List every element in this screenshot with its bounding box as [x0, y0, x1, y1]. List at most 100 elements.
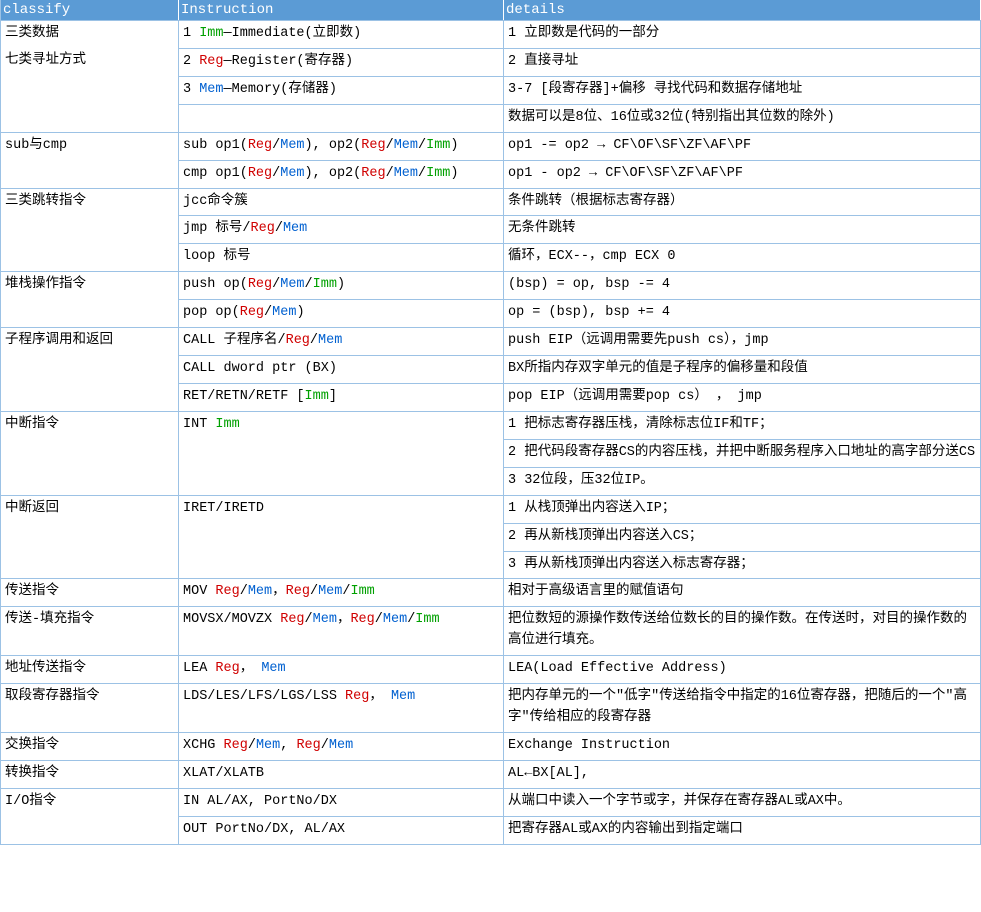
reg-token: Reg: [251, 221, 275, 236]
table-row: 中断指令 INT Imm 1 把标志寄存器压栈，清除标志位IF和TF；: [1, 411, 981, 439]
text-frag: MOV: [183, 584, 215, 599]
details-cell: 1 从栈顶弹出内容送入IP；: [504, 495, 981, 523]
instr-cell: XLAT/XLATB: [179, 760, 504, 788]
instr-cell: loop 标号: [179, 244, 504, 272]
table-row: 交换指令 XCHG Reg/Mem, Reg/Mem Exchange Inst…: [1, 732, 981, 760]
classify-cell: [1, 76, 179, 104]
desc-label: —Memory(存储器): [224, 82, 337, 97]
classify-cell: 转换指令: [1, 760, 179, 788]
text-frag: cmp op1(: [183, 166, 248, 181]
classify-cell: 三类跳转指令: [1, 188, 179, 272]
classify-cell: 交换指令: [1, 732, 179, 760]
slash: /: [321, 738, 329, 753]
mem-token: Mem: [329, 738, 353, 753]
table-row: 取段寄存器指令 LDS/LES/LFS/LGS/LSS Reg， Mem 把内存…: [1, 684, 981, 733]
details-cell: pop EIP（远调用需要pop cs） ， jmp: [504, 383, 981, 411]
classify-cell: sub与cmp: [1, 132, 179, 188]
imm-token: Imm: [350, 584, 374, 599]
details-cell: 条件跳转（根据标志寄存器）: [504, 188, 981, 216]
mem-token: Mem: [199, 82, 223, 97]
text-frag: sub op1(: [183, 138, 248, 153]
mem-token: Mem: [313, 612, 337, 627]
reg-token: Reg: [286, 584, 310, 599]
instr-cell: MOVSX/MOVZX Reg/Mem，Reg/Mem/Imm: [179, 607, 504, 656]
instr-cell: OUT PortNo/DX, AL/AX: [179, 816, 504, 844]
table-row: I/O指令 IN AL/AX, PortNo/DX 从端口中读入一个字节或字，并…: [1, 788, 981, 816]
text-frag: pop op(: [183, 305, 240, 320]
header-details: details: [504, 0, 981, 21]
imm-token: Imm: [199, 26, 223, 41]
text-frag: push op(: [183, 277, 248, 292]
mem-token: Mem: [391, 689, 415, 704]
mem-token: Mem: [283, 221, 307, 236]
header-classify: classify: [1, 0, 179, 21]
desc-label: —Immediate(立即数): [224, 26, 362, 41]
instr-cell: XCHG Reg/Mem, Reg/Mem: [179, 732, 504, 760]
instr-cell: sub op1(Reg/Mem), op2(Reg/Mem/Imm): [179, 132, 504, 160]
reg-token: Reg: [215, 661, 239, 676]
classify-cell: 传送指令: [1, 579, 179, 607]
reg-token: Reg: [350, 612, 374, 627]
instr-cell: RET/RETN/RETF [Imm]: [179, 383, 504, 411]
table-row: 3 Mem—Memory(存储器) 3-7 [段寄存器]+偏移 寻找代码和数据存…: [1, 76, 981, 104]
text-frag: LEA: [183, 661, 215, 676]
slash: /: [386, 166, 394, 181]
classify-cell: [1, 104, 179, 132]
text-frag: ), op2(: [305, 138, 362, 153]
instr-cell: CALL dword ptr (BX): [179, 356, 504, 384]
table-row: 子程序调用和返回 CALL 子程序名/Reg/Mem push EIP（远调用需…: [1, 328, 981, 356]
slash: /: [305, 277, 313, 292]
instr-cell: CALL 子程序名/Reg/Mem: [179, 328, 504, 356]
details-cell: 把内存单元的一个"低字"传送给指令中指定的16位寄存器，把随后的一个"高字"传给…: [504, 684, 981, 733]
reg-token: Reg: [199, 54, 223, 69]
details-cell: push EIP（远调用需要先push cs），jmp: [504, 328, 981, 356]
instr-cell: jmp 标号/Reg/Mem: [179, 216, 504, 244]
details-cell: 从端口中读入一个字节或字，并保存在寄存器AL或AX中。: [504, 788, 981, 816]
text-frag: ): [450, 138, 458, 153]
mem-token: Mem: [318, 333, 342, 348]
imm-token: Imm: [305, 389, 329, 404]
classify-cell: 七类寻址方式: [1, 48, 179, 76]
comma: ，: [240, 661, 254, 676]
classify-cell: 堆栈操作指令: [1, 272, 179, 328]
num-label: 2: [183, 54, 199, 69]
details-cell: 2 把代码段寄存器CS的内容压栈，并把中断服务程序入口地址的高字部分送CS: [504, 439, 981, 467]
details-cell: 3 32位段，压32位IP。: [504, 467, 981, 495]
details-cell: 相对于高级语言里的赋值语句: [504, 579, 981, 607]
instr-cell: cmp op1(Reg/Mem), op2(Reg/Mem/Imm): [179, 160, 504, 188]
classify-cell: 中断指令: [1, 411, 179, 495]
details-cell: 3-7 [段寄存器]+偏移 寻找代码和数据存储地址: [504, 76, 981, 104]
slash: /: [240, 584, 248, 599]
classify-cell: 三类数据: [1, 21, 179, 49]
table-row: 数据可以是8位、16位或32位(特别指出其位数的除外): [1, 104, 981, 132]
slash: /: [264, 305, 272, 320]
table-row: 堆栈操作指令 push op(Reg/Mem/Imm) (bsp) = op, …: [1, 272, 981, 300]
details-cell: 1 立即数是代码的一部分: [504, 21, 981, 49]
slash: /: [386, 138, 394, 153]
table-row: 三类数据 1 Imm—Immediate(立即数) 1 立即数是代码的一部分: [1, 21, 981, 49]
text-frag: XCHG: [183, 738, 224, 753]
classify-cell: 地址传送指令: [1, 656, 179, 684]
text-frag: MOVSX/MOVZX: [183, 612, 280, 627]
details-cell: op1 - op2 → CF\OF\SF\ZF\AF\PF: [504, 160, 981, 188]
reg-token: Reg: [361, 166, 385, 181]
details-cell: (bsp) = op, bsp -= 4: [504, 272, 981, 300]
reg-token: Reg: [248, 166, 272, 181]
table-row: 地址传送指令 LEA Reg， Mem LEA(Load Effective A…: [1, 656, 981, 684]
text-frag: jmp 标号/: [183, 221, 251, 236]
comma: ，: [272, 584, 286, 599]
text-frag: RET/RETN/RETF [: [183, 389, 305, 404]
slash: /: [310, 584, 318, 599]
mem-token: Mem: [318, 584, 342, 599]
table-row: sub与cmp sub op1(Reg/Mem), op2(Reg/Mem/Im…: [1, 132, 981, 160]
table-row: 转换指令 XLAT/XLATB AL←BX[AL],: [1, 760, 981, 788]
details-cell: 1 把标志寄存器压栈，清除标志位IF和TF；: [504, 411, 981, 439]
reg-token: Reg: [248, 277, 272, 292]
text-frag: CALL 子程序名/: [183, 333, 286, 348]
imm-token: Imm: [426, 166, 450, 181]
text-frag: INT: [183, 417, 215, 432]
mem-token: Mem: [394, 166, 418, 181]
mem-token: Mem: [261, 661, 285, 676]
details-cell: 循环，ECX--，cmp ECX 0: [504, 244, 981, 272]
num-label: 3: [183, 82, 199, 97]
